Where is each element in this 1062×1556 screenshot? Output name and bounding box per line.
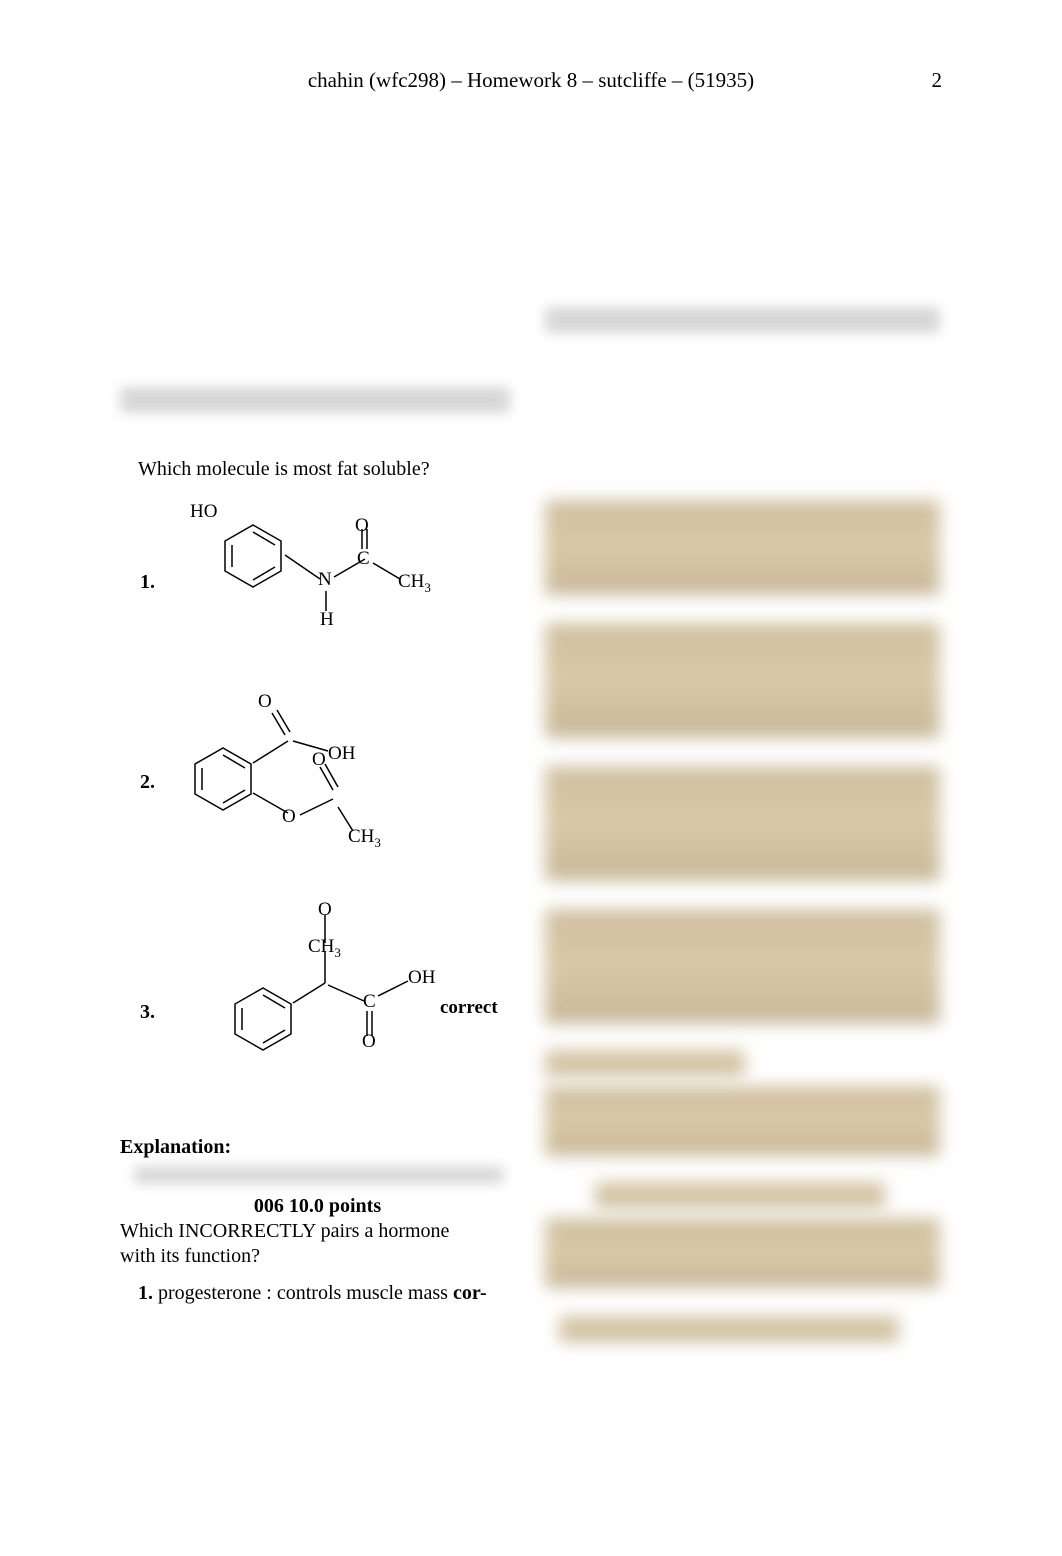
atom-label: O [282,806,296,828]
blurred-region [559,1316,899,1342]
blurred-region [134,1167,504,1183]
question-body: Which INCORRECTLY pairs a hormone [120,1220,515,1243]
blurred-region [545,623,940,738]
atom-label: O [355,515,369,537]
benzene-ring-icon [190,746,256,812]
question-points: 006 10.0 points [120,1195,515,1218]
question-text: Which molecule is most fat soluble? [138,458,515,481]
atom-label: O [258,691,272,713]
atom-label: O [318,899,332,921]
atom-label: OH [328,743,355,765]
answer-option: 1. progesterone : controls muscle mass c… [138,1282,515,1305]
molecule-2: 2. O OH O [140,691,515,871]
atom-label: H [320,609,334,631]
molecule-number: 3. [140,1001,155,1024]
atom-label: HO [190,501,217,523]
atom-label: N [318,569,332,591]
blurred-region [545,1050,745,1076]
blurred-region [120,388,510,412]
correct-label: correct [440,997,498,1019]
page-number: 2 [932,68,943,93]
content-area: Which molecule is most fat soluble? 1. H… [120,100,940,1352]
atom-label: C [363,991,376,1013]
molecule-3: 3. O CH3 O [140,901,515,1071]
right-column [545,100,940,1352]
benzene-ring-icon [220,523,286,589]
page-header: chahin (wfc298) – Homework 8 – sutcliffe… [0,68,1062,93]
atom-label: CH3 [398,571,431,596]
molecule-number: 1. [140,571,155,594]
atom-label: CH3 [348,826,381,851]
question-body: with its function? [120,1245,515,1268]
atom-label: O [312,749,326,771]
atom-label: CH3 [308,936,341,961]
atom-label: C [357,548,370,570]
blurred-region [545,1086,940,1156]
left-column: Which molecule is most fat soluble? 1. H… [120,100,515,1352]
bond-structure-icon [290,901,490,1071]
molecule-number: 2. [140,771,155,794]
blurred-region [545,766,940,881]
blurred-region [545,308,940,332]
molecule-1: 1. HO O C N CH3 H [140,501,515,661]
blurred-region [545,1218,940,1288]
blurred-region [545,909,940,1024]
benzene-ring-icon [230,986,296,1052]
bond-structure-icon [248,691,428,871]
explanation-heading: Explanation: [120,1136,515,1159]
blurred-region [545,500,940,595]
atom-label: O [362,1031,376,1053]
atom-label: OH [408,967,435,989]
blurred-region [595,1182,885,1208]
